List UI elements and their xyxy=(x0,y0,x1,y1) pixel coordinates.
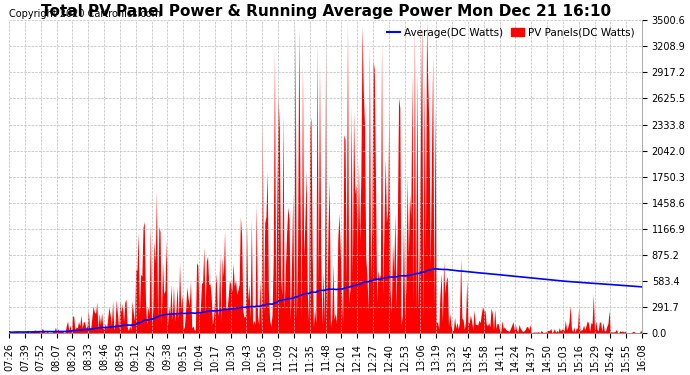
Title: Total PV Panel Power & Running Average Power Mon Dec 21 16:10: Total PV Panel Power & Running Average P… xyxy=(41,4,611,19)
Text: Copyright 2020 Cartronics.com: Copyright 2020 Cartronics.com xyxy=(9,9,161,19)
Legend: Average(DC Watts), PV Panels(DC Watts): Average(DC Watts), PV Panels(DC Watts) xyxy=(385,26,637,40)
